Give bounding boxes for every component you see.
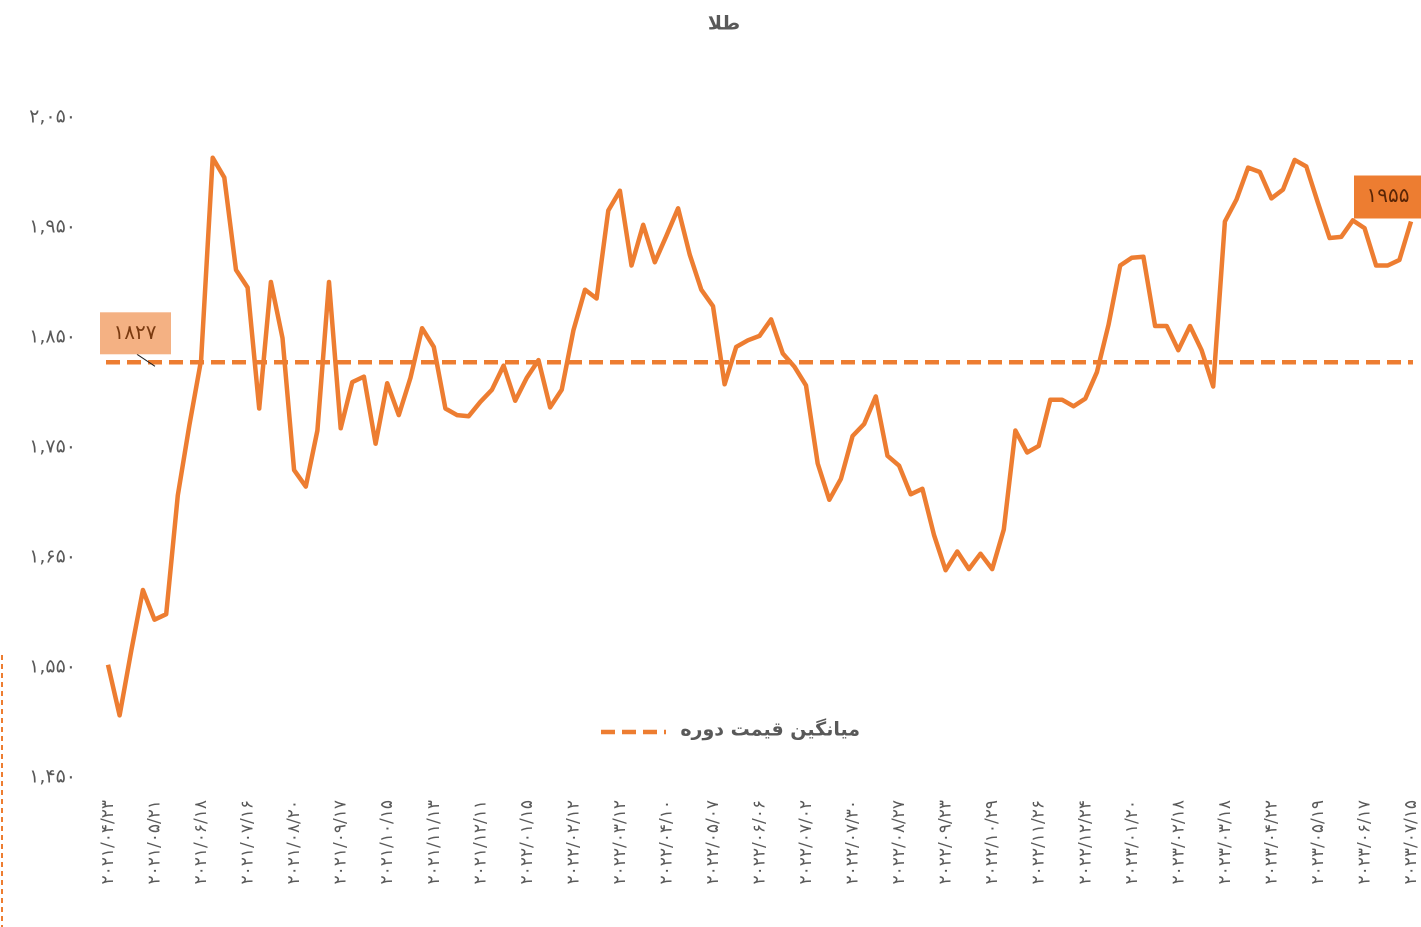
legend-label: میانگین قیمت دوره xyxy=(680,718,860,741)
x-tick-label: ۲۰۲۲/۰۸/۲۷ xyxy=(889,800,909,885)
x-tick-label: ۲۰۲۲/۰۲/۱۲ xyxy=(563,800,583,885)
price-line xyxy=(105,155,1414,718)
y-tick-label: ۱,۶۵۰ xyxy=(29,546,76,568)
x-tick-label: ۲۰۲۲/۱۰/۲۹ xyxy=(982,800,1002,885)
x-tick-label: ۲۰۲۳/۰۲/۱۸ xyxy=(1168,800,1188,885)
y-tick-label: ۱,۵۵۰ xyxy=(29,656,76,678)
x-tick-label: ۲۰۲۲/۱۲/۲۴ xyxy=(1075,800,1095,885)
y-tick-label: ۱,۹۵۰ xyxy=(29,216,76,238)
x-tick-label: ۲۰۲۳/۰۶/۱۷ xyxy=(1354,800,1374,885)
x-tick-label: ۲۰۲۳/۰۷/۱۵ xyxy=(1401,800,1421,885)
y-tick-label: ۱,۴۵۰ xyxy=(29,766,76,788)
x-tick-label: ۲۰۲۱/۱۱/۱۳ xyxy=(424,800,444,885)
x-tick-label: ۲۰۲۳/۰۱/۲۰ xyxy=(1122,800,1142,885)
x-tick-label: ۲۰۲۲/۰۵/۰۷ xyxy=(703,800,723,885)
x-tick-label: ۲۰۲۲/۰۷/۳۰ xyxy=(843,800,863,885)
x-tick-label: ۲۰۲۳/۰۵/۱۹ xyxy=(1308,800,1328,885)
x-tick-label: ۲۰۲۱/۰۹/۱۷ xyxy=(331,800,351,885)
label-leader xyxy=(136,353,156,367)
x-tick-label: ۲۰۲۱/۱۰/۱۵ xyxy=(377,800,397,885)
average-label-box xyxy=(100,312,171,355)
x-tick-label: ۲۰۲۲/۱۱/۲۶ xyxy=(1029,800,1049,885)
y-tick-label: ۱,۷۵۰ xyxy=(29,436,76,458)
value-label: ۱۹۵۵ xyxy=(1367,183,1410,207)
y-tick-label: ۲,۰۵۰ xyxy=(29,106,76,128)
chart-title: طلا xyxy=(708,13,740,35)
x-tick-label: ۲۰۲۱/۰۴/۲۳ xyxy=(98,800,118,885)
x-tick-label: ۲۰۲۱/۰۷/۱۶ xyxy=(238,800,258,885)
x-tick-label: ۲۰۲۱/۰۶/۱۸ xyxy=(191,800,211,885)
x-tick-label: ۲۰۲۱/۰۵/۲۱ xyxy=(145,800,165,885)
x-tick-label: ۲۰۲۱/۱۲/۱۱ xyxy=(470,800,490,885)
x-tick-label: ۲۰۲۲/۰۹/۲۳ xyxy=(936,800,956,885)
x-tick-label: ۲۰۲۲/۰۳/۱۲ xyxy=(610,800,630,885)
x-tick-label: ۲۰۲۱/۰۸/۲۰ xyxy=(284,800,304,885)
x-tick-label: ۲۰۲۳/۰۳/۱۸ xyxy=(1215,800,1235,885)
x-tick-label: ۲۰۲۲/۰۷/۰۲ xyxy=(796,800,816,885)
value-label-box xyxy=(1354,175,1421,219)
x-tick-label: ۲۰۲۳/۰۴/۲۲ xyxy=(1261,800,1281,885)
x-tick-label: ۲۰۲۲/۰۶/۰۶ xyxy=(750,800,770,885)
x-tick-label: ۲۰۲۲/۰۴/۱۰ xyxy=(656,800,676,885)
average-label: ۱۸۲۷ xyxy=(114,320,157,344)
y-tick-label: ۱,۸۵۰ xyxy=(29,326,76,348)
x-tick-label: ۲۰۲۲/۰۱/۱۵ xyxy=(517,800,537,885)
